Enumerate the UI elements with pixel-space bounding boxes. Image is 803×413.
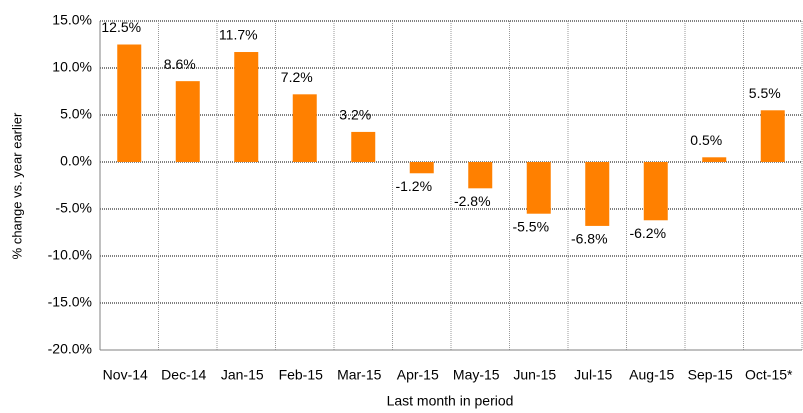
x-tick-label: Apr-15 [397, 367, 439, 383]
x-tick-label: Jan-15 [221, 367, 264, 383]
value-label: 3.2% [339, 107, 371, 123]
y-tick-label: -15.0% [48, 294, 92, 310]
y-tick-label: -5.0% [55, 200, 92, 216]
bar [409, 162, 434, 174]
bar [117, 44, 142, 162]
x-tick-label: Feb-15 [279, 367, 324, 383]
x-tick-label: May-15 [453, 367, 500, 383]
x-tick-label: Sep-15 [688, 367, 733, 383]
bar [468, 162, 493, 189]
bar [760, 110, 785, 162]
bar [234, 52, 259, 162]
x-tick-label: Mar-15 [337, 367, 382, 383]
value-label: 7.2% [281, 69, 313, 85]
x-tick-label: Dec-14 [161, 367, 206, 383]
bar [351, 131, 376, 162]
y-axis-title: % change vs. year earlier [9, 112, 24, 259]
x-tick-label: Aug-15 [629, 367, 674, 383]
bar [702, 157, 727, 162]
x-tick-label: Oct-15* [745, 367, 793, 383]
value-label: 5.5% [749, 85, 781, 101]
value-label: 11.7% [219, 27, 258, 43]
bar [643, 162, 668, 221]
x-tick-label: Jul-15 [574, 367, 612, 383]
bar [175, 81, 200, 162]
x-tick-label: Nov-14 [103, 367, 148, 383]
value-label: 12.5% [101, 19, 141, 35]
x-axis-title: Last month in period [387, 393, 514, 409]
y-tick-label: -20.0% [48, 341, 92, 357]
y-tick-label: 15.0% [52, 12, 92, 28]
value-label: -6.8% [571, 231, 608, 247]
value-label: -1.2% [395, 178, 432, 194]
y-tick-label: 0.0% [60, 153, 92, 169]
value-label: -6.2% [629, 225, 666, 241]
bar [585, 162, 610, 226]
value-label: 8.6% [164, 56, 196, 72]
y-tick-label: 10.0% [52, 59, 92, 75]
value-label: 0.5% [690, 132, 722, 148]
value-label: -2.8% [454, 193, 491, 209]
y-tick-label: -10.0% [48, 247, 92, 263]
value-label: -5.5% [512, 218, 549, 234]
bar [292, 94, 317, 162]
y-tick-label: 5.0% [60, 106, 92, 122]
bar [526, 162, 551, 214]
x-tick-label: Jun-15 [513, 367, 556, 383]
